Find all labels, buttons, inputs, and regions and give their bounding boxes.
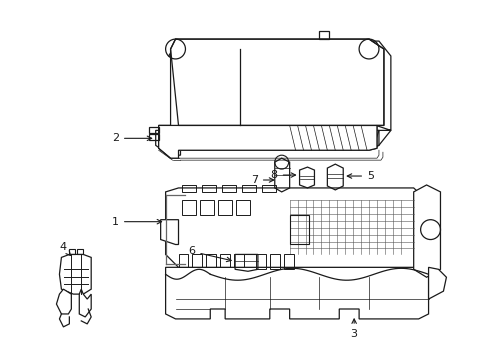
Polygon shape xyxy=(165,188,426,267)
Polygon shape xyxy=(79,289,91,317)
Polygon shape xyxy=(165,267,427,319)
Text: 5: 5 xyxy=(346,171,373,181)
Text: 7: 7 xyxy=(250,175,273,185)
Polygon shape xyxy=(56,289,71,314)
Text: 8: 8 xyxy=(270,170,295,180)
Polygon shape xyxy=(427,267,446,299)
Polygon shape xyxy=(413,185,440,277)
Text: 2: 2 xyxy=(112,133,151,143)
Text: 3: 3 xyxy=(350,319,357,339)
Text: 1: 1 xyxy=(112,217,161,227)
Polygon shape xyxy=(60,255,91,294)
Polygon shape xyxy=(161,220,178,244)
Text: 6: 6 xyxy=(188,247,231,262)
Polygon shape xyxy=(158,125,376,158)
Text: 4: 4 xyxy=(60,243,70,256)
Polygon shape xyxy=(158,39,383,158)
